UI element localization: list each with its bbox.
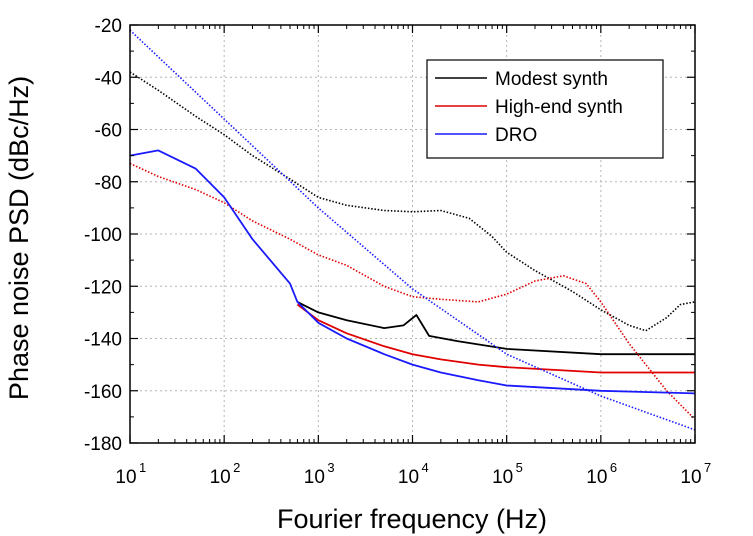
y-tick-label: -80 bbox=[95, 173, 122, 194]
y-tick-label: -20 bbox=[95, 16, 122, 37]
series-dro-dotted bbox=[129, 29, 696, 431]
x-tick-exponent: 1 bbox=[139, 460, 146, 475]
legend-label-high-end-synth: High-end synth bbox=[495, 97, 623, 118]
x-tick-exponent: 3 bbox=[327, 460, 334, 475]
plot-series bbox=[129, 29, 696, 431]
y-tick-label: -160 bbox=[84, 382, 122, 403]
x-tick-label: 10 bbox=[115, 467, 136, 488]
x-tick-label: 10 bbox=[398, 467, 419, 488]
y-tick-label: -60 bbox=[95, 121, 122, 142]
legend-box bbox=[426, 59, 664, 159]
series-modest-synth-dotted bbox=[129, 71, 696, 332]
x-tick-label: 10 bbox=[680, 467, 701, 488]
legend: Modest synth High-end synth DRO bbox=[426, 59, 664, 159]
series-modest-synth-solid bbox=[296, 301, 695, 356]
y-axis-title: Phase noise PSD (dBc/Hz) bbox=[4, 76, 34, 400]
series-dro-solid bbox=[129, 149, 696, 395]
x-tick-label: 10 bbox=[492, 467, 513, 488]
y-tick-label: -100 bbox=[84, 225, 122, 246]
y-tick-label: -40 bbox=[95, 68, 122, 89]
x-tick-exponent: 7 bbox=[704, 460, 711, 475]
x-tick-exponent: 2 bbox=[233, 460, 240, 475]
legend-label-dro: DRO bbox=[495, 125, 537, 146]
y-tick-labels: -20 -40 -60 -80 -100 -120 -140 -160 -180 bbox=[84, 16, 122, 455]
x-tick-exponent: 6 bbox=[610, 460, 617, 475]
x-tick-label: 10 bbox=[586, 467, 607, 488]
y-tick-label: -140 bbox=[84, 330, 122, 351]
x-tick-exponent: 4 bbox=[422, 460, 429, 475]
x-tick-labels: 10 1 10 2 10 3 10 4 10 5 10 6 10 7 bbox=[115, 460, 711, 488]
y-tick-label: -180 bbox=[84, 434, 122, 455]
axis-ticks bbox=[129, 24, 696, 444]
x-tick-label: 10 bbox=[210, 467, 231, 488]
x-tick-label: 10 bbox=[304, 467, 325, 488]
series-high-end-synth-solid bbox=[296, 303, 695, 374]
x-axis-title: Fourier frequency (Hz) bbox=[277, 504, 547, 534]
x-tick-exponent: 5 bbox=[516, 460, 523, 475]
legend-label-modest-synth: Modest synth bbox=[495, 69, 608, 90]
y-tick-label: -120 bbox=[84, 277, 122, 298]
